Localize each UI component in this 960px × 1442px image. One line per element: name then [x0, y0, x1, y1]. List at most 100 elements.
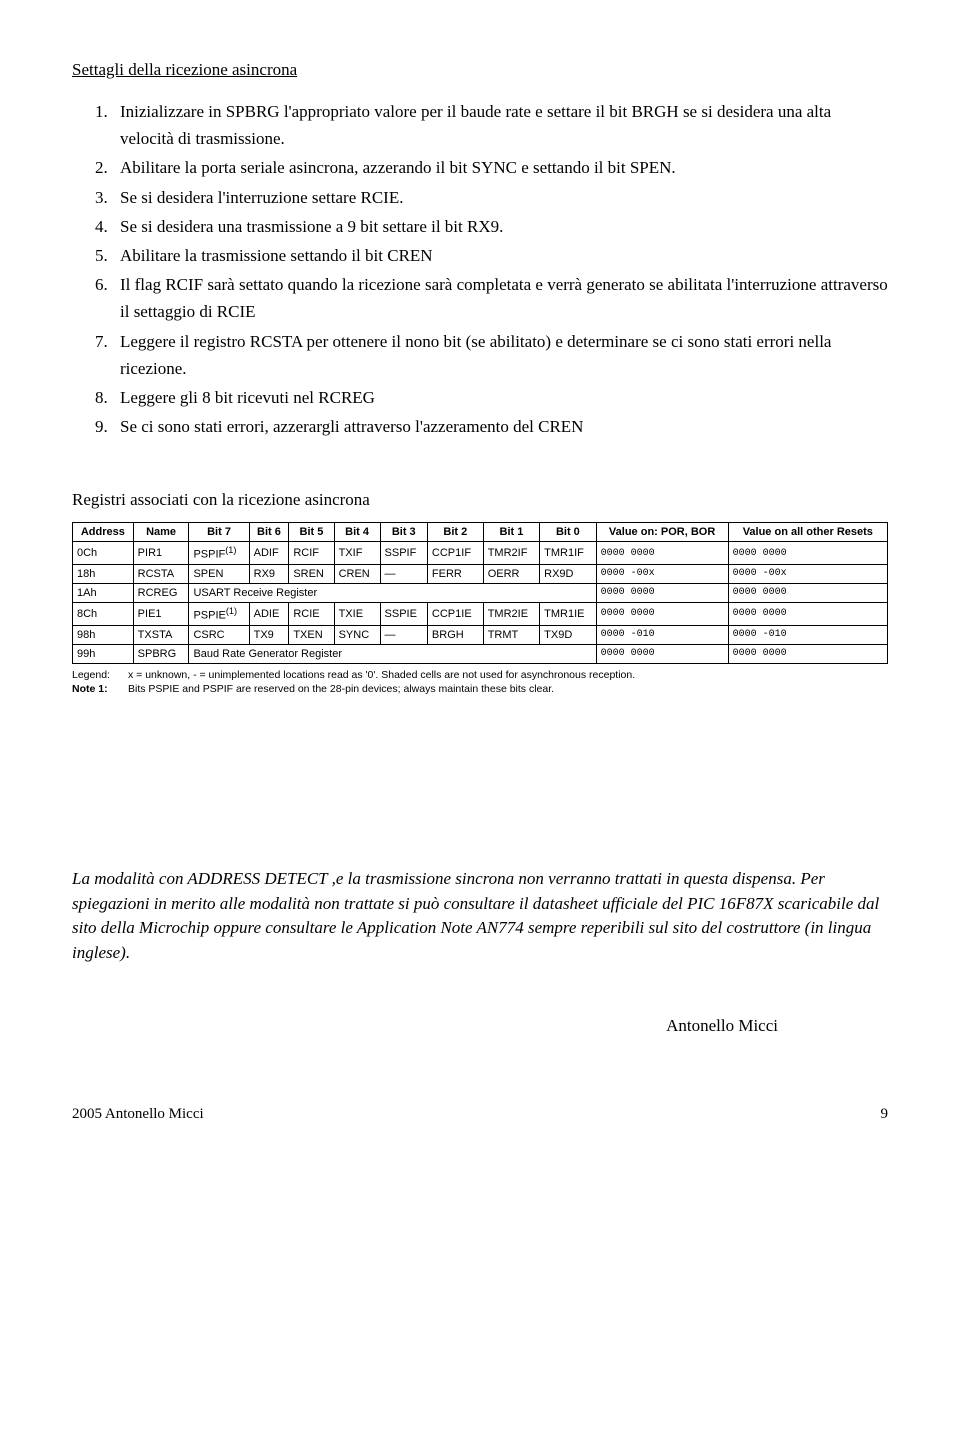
step-item: Leggere il registro RCSTA per ottenere i…: [112, 328, 888, 382]
cell-addr: 8Ch: [73, 602, 134, 625]
cell-bit: ADIF: [249, 542, 289, 565]
cell-bit: TRMT: [483, 625, 539, 644]
legend-label: Legend:: [72, 668, 128, 683]
cell-val-por: 0000 -010: [596, 625, 728, 644]
col-bit3: Bit 3: [380, 523, 427, 542]
cell-bit: —: [380, 564, 427, 583]
steps-list: Inizializzare in SPBRG l'appropriato val…: [72, 98, 888, 440]
step-item: Se si desidera l'interruzione settare RC…: [112, 184, 888, 211]
cell-name: PIE1: [133, 602, 189, 625]
footer-right: 9: [881, 1106, 889, 1123]
cell-val-other: 0000 -00x: [728, 564, 887, 583]
col-name: Name: [133, 523, 189, 542]
cell-bit: TX9D: [540, 625, 596, 644]
author: Antonello Micci: [72, 1016, 888, 1036]
cell-addr: 1Ah: [73, 583, 134, 602]
cell-bit: ADIE: [249, 602, 289, 625]
cell-addr: 18h: [73, 564, 134, 583]
cell-addr: 98h: [73, 625, 134, 644]
cell-val-por: 0000 0000: [596, 542, 728, 565]
step-item: Il flag RCIF sarà settato quando la rice…: [112, 271, 888, 325]
table-row: 18hRCSTASPENRX9SRENCREN—FERROERRRX9D0000…: [73, 564, 888, 583]
cell-name: TXSTA: [133, 625, 189, 644]
note-text: Bits PSPIE and PSPIF are reserved on the…: [128, 683, 554, 695]
italic-paragraph: La modalità con ADDRESS DETECT ,e la tra…: [72, 867, 888, 966]
col-bit6: Bit 6: [249, 523, 289, 542]
col-bit7: Bit 7: [189, 523, 249, 542]
cell-bit: TMR2IE: [483, 602, 539, 625]
step-item: Abilitare la porta seriale asincrona, az…: [112, 154, 888, 181]
cell-bit: RCIE: [289, 602, 334, 625]
step-item: Se ci sono stati errori, azzerargli attr…: [112, 413, 888, 440]
cell-bit: BRGH: [427, 625, 483, 644]
cell-val-other: 0000 0000: [728, 583, 887, 602]
cell-bit: CREN: [334, 564, 380, 583]
note-label: Note 1:: [72, 682, 128, 697]
cell-val-por: 0000 0000: [596, 583, 728, 602]
registers-table: Address Name Bit 7 Bit 6 Bit 5 Bit 4 Bit…: [72, 522, 888, 663]
cell-bit: SREN: [289, 564, 334, 583]
cell-bit: —: [380, 625, 427, 644]
cell-bit: SSPIE: [380, 602, 427, 625]
cell-bit: PSPIF(1): [189, 542, 249, 565]
cell-bit: RX9: [249, 564, 289, 583]
col-address: Address: [73, 523, 134, 542]
footer: 2005 Antonello Micci 9: [72, 1106, 888, 1123]
col-bit2: Bit 2: [427, 523, 483, 542]
cell-bit: SSPIF: [380, 542, 427, 565]
cell-bit: CSRC: [189, 625, 249, 644]
cell-bit: SPEN: [189, 564, 249, 583]
col-bit0: Bit 0: [540, 523, 596, 542]
cell-name: PIR1: [133, 542, 189, 565]
step-item: Inizializzare in SPBRG l'appropriato val…: [112, 98, 888, 152]
cell-val-other: 0000 -010: [728, 625, 887, 644]
legend-text: x = unknown, - = unimplemented locations…: [128, 669, 635, 681]
cell-bit: OERR: [483, 564, 539, 583]
cell-val-other: 0000 0000: [728, 542, 887, 565]
cell-name: RCSTA: [133, 564, 189, 583]
cell-bit: TXEN: [289, 625, 334, 644]
col-por: Value on: POR, BOR: [596, 523, 728, 542]
cell-val-other: 0000 0000: [728, 644, 887, 663]
cell-wide: USART Receive Register: [189, 583, 596, 602]
step-item: Se si desidera una trasmissione a 9 bit …: [112, 213, 888, 240]
cell-wide: Baud Rate Generator Register: [189, 644, 596, 663]
table-body: 0ChPIR1PSPIF(1)ADIFRCIFTXIFSSPIFCCP1IFTM…: [73, 542, 888, 663]
table-subheading: Registri associati con la ricezione asin…: [72, 490, 888, 510]
table-notes: Legend:x = unknown, - = unimplemented lo…: [72, 668, 888, 697]
cell-bit: FERR: [427, 564, 483, 583]
cell-bit: TXIF: [334, 542, 380, 565]
cell-val-por: 0000 0000: [596, 602, 728, 625]
table-row: 1AhRCREGUSART Receive Register0000 00000…: [73, 583, 888, 602]
col-bit5: Bit 5: [289, 523, 334, 542]
cell-val-por: 0000 0000: [596, 644, 728, 663]
cell-bit: CCP1IE: [427, 602, 483, 625]
cell-addr: 0Ch: [73, 542, 134, 565]
col-bit4: Bit 4: [334, 523, 380, 542]
cell-bit: RCIF: [289, 542, 334, 565]
footer-left: 2005 Antonello Micci: [72, 1106, 204, 1123]
cell-bit: PSPIE(1): [189, 602, 249, 625]
cell-bit: RX9D: [540, 564, 596, 583]
section-title: Settagli della ricezione asincrona: [72, 60, 888, 80]
cell-bit: SYNC: [334, 625, 380, 644]
cell-bit: TX9: [249, 625, 289, 644]
cell-val-other: 0000 0000: [728, 602, 887, 625]
cell-name: SPBRG: [133, 644, 189, 663]
table-header-row: Address Name Bit 7 Bit 6 Bit 5 Bit 4 Bit…: [73, 523, 888, 542]
cell-bit: TMR1IE: [540, 602, 596, 625]
cell-bit: CCP1IF: [427, 542, 483, 565]
table-row: 98hTXSTACSRCTX9TXENSYNC—BRGHTRMTTX9D0000…: [73, 625, 888, 644]
cell-bit: TMR1IF: [540, 542, 596, 565]
table-row: 0ChPIR1PSPIF(1)ADIFRCIFTXIFSSPIFCCP1IFTM…: [73, 542, 888, 565]
cell-bit: TXIE: [334, 602, 380, 625]
cell-val-por: 0000 -00x: [596, 564, 728, 583]
cell-addr: 99h: [73, 644, 134, 663]
table-row: 99hSPBRGBaud Rate Generator Register0000…: [73, 644, 888, 663]
table-row: 8ChPIE1PSPIE(1)ADIERCIETXIESSPIECCP1IETM…: [73, 602, 888, 625]
col-bit1: Bit 1: [483, 523, 539, 542]
cell-name: RCREG: [133, 583, 189, 602]
cell-bit: TMR2IF: [483, 542, 539, 565]
step-item: Leggere gli 8 bit ricevuti nel RCREG: [112, 384, 888, 411]
step-item: Abilitare la trasmissione settando il bi…: [112, 242, 888, 269]
